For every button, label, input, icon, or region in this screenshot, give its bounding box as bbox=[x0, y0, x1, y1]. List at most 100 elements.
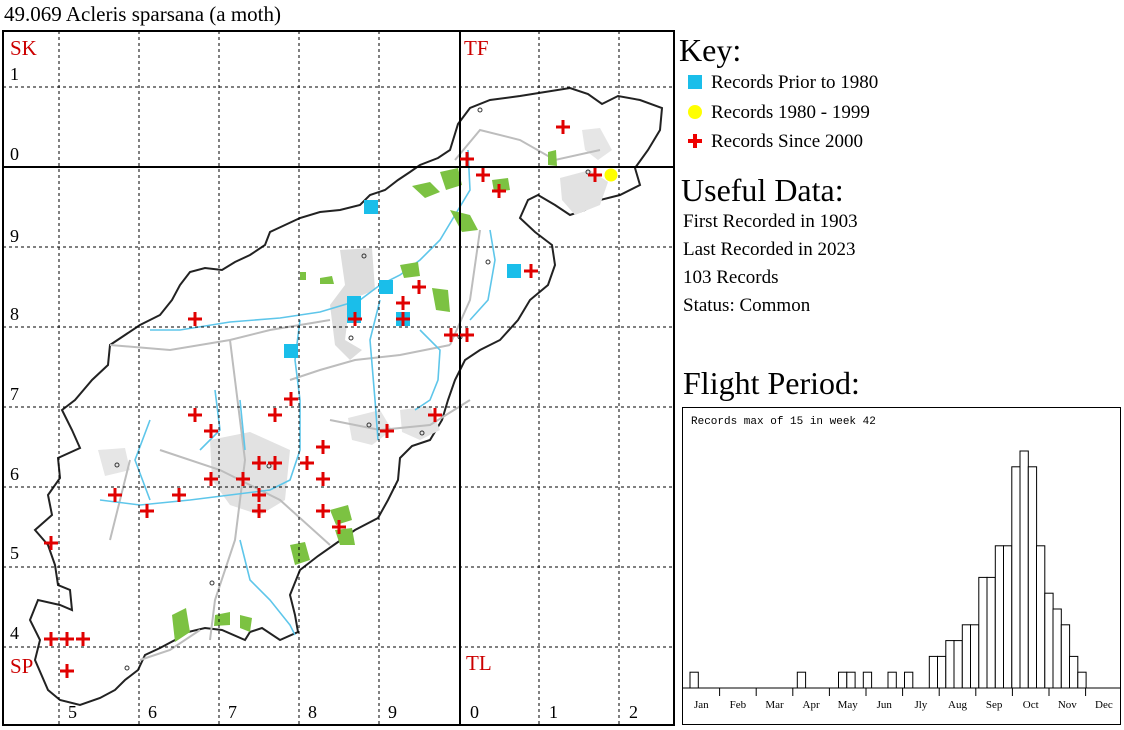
flight-bar bbox=[986, 576, 996, 689]
record-prior-1980 bbox=[284, 344, 298, 358]
flight-bar bbox=[978, 576, 988, 689]
town-marker bbox=[477, 107, 483, 113]
record-prior-1980 bbox=[347, 296, 361, 310]
last-recorded: Last Recorded in 2023 bbox=[683, 239, 856, 260]
record-since-2000 bbox=[140, 504, 154, 518]
flight-bar bbox=[1052, 608, 1062, 689]
square-label-tf: TF bbox=[464, 36, 489, 60]
record-since-2000 bbox=[204, 424, 218, 438]
flight-bar bbox=[1003, 545, 1013, 689]
record-prior-1980 bbox=[379, 280, 393, 294]
urban-area bbox=[98, 448, 130, 476]
record-since-2000 bbox=[332, 520, 346, 534]
page-title: 49.069 Acleris sparsana (a moth) bbox=[4, 2, 282, 26]
month-label: Jly bbox=[914, 699, 927, 711]
record-since-2000 bbox=[492, 184, 506, 198]
month-label: Oct bbox=[1023, 699, 1039, 711]
record-since-2000 bbox=[316, 504, 330, 518]
flight-bar bbox=[1060, 624, 1071, 689]
blue-square-icon bbox=[688, 75, 702, 89]
town-marker bbox=[209, 580, 215, 586]
flight-bar bbox=[961, 624, 972, 689]
flight-bar bbox=[953, 640, 963, 689]
red-cross-icon bbox=[688, 134, 702, 148]
status: Status: Common bbox=[683, 295, 811, 316]
key-item-1980-1999: Records 1980 - 1999 bbox=[688, 102, 870, 124]
record-since-2000 bbox=[460, 152, 474, 166]
town-marker bbox=[485, 259, 491, 265]
flight-bar bbox=[689, 671, 699, 689]
record-since-2000 bbox=[252, 456, 266, 470]
record-since-2000 bbox=[60, 664, 74, 678]
record-prior-1980 bbox=[364, 200, 378, 214]
northing-label: 9 bbox=[10, 226, 19, 246]
road bbox=[109, 128, 601, 661]
flight-bar bbox=[1069, 655, 1079, 689]
record-since-2000 bbox=[316, 472, 330, 486]
key-label: Records 1980 - 1999 bbox=[711, 102, 870, 123]
town-marker bbox=[419, 430, 425, 436]
record-since-2000 bbox=[396, 312, 410, 326]
yellow-circle-icon bbox=[688, 105, 702, 119]
easting-label: 0 bbox=[470, 702, 479, 722]
easting-label: 7 bbox=[228, 702, 237, 722]
flight-bar bbox=[838, 671, 848, 689]
record-since-2000 bbox=[44, 632, 58, 646]
square-label-tl: TL bbox=[466, 651, 492, 675]
record-since-2000 bbox=[300, 456, 314, 470]
flight-bar bbox=[928, 655, 939, 689]
first-recorded: First Recorded in 1903 bbox=[683, 211, 858, 232]
month-label: Sep bbox=[986, 699, 1003, 711]
flight-bar bbox=[887, 671, 897, 689]
county-outline bbox=[28, 86, 664, 707]
square-label-sk: SK bbox=[10, 36, 37, 60]
flight-bar bbox=[994, 545, 1005, 689]
easting-label: 1 bbox=[549, 702, 558, 722]
flight-bar bbox=[1036, 545, 1046, 689]
record-count: 103 Records bbox=[683, 267, 779, 288]
month-label: Feb bbox=[730, 699, 747, 711]
key-title: Key: bbox=[679, 32, 742, 68]
flight-bar bbox=[937, 655, 947, 689]
record-1980-1999 bbox=[604, 168, 618, 182]
record-since-2000 bbox=[556, 120, 570, 134]
easting-label: 6 bbox=[148, 702, 157, 722]
flight-bar bbox=[1019, 450, 1029, 689]
flight-bar bbox=[1077, 671, 1087, 689]
record-since-2000 bbox=[60, 632, 74, 646]
key-label: Records Since 2000 bbox=[711, 131, 863, 152]
record-since-2000 bbox=[268, 408, 282, 422]
flight-bar bbox=[1027, 466, 1038, 689]
county-shading bbox=[28, 86, 664, 707]
flight-period-chart: Records max of 15 in week 42 Jan Feb Mar Ap… bbox=[682, 407, 1121, 725]
record-since-2000 bbox=[460, 328, 474, 342]
key-label: Records Prior to 1980 bbox=[711, 72, 879, 93]
record-since-2000 bbox=[428, 408, 442, 422]
easting-label: 8 bbox=[308, 702, 317, 722]
flight-bar bbox=[862, 671, 873, 689]
square-label-sp: SP bbox=[10, 654, 33, 678]
record-since-2000 bbox=[172, 488, 186, 502]
record-since-2000 bbox=[348, 312, 362, 326]
record-since-2000 bbox=[444, 328, 458, 342]
flight-bar bbox=[1044, 592, 1054, 689]
northing-label: 4 bbox=[10, 623, 19, 643]
useful-data-title: Useful Data: bbox=[681, 172, 844, 208]
town-marker bbox=[348, 335, 354, 341]
month-label: Jan bbox=[694, 699, 709, 711]
easting-label: 5 bbox=[68, 702, 77, 722]
northing-label: 1 bbox=[10, 64, 19, 84]
record-since-2000 bbox=[588, 168, 602, 182]
town-marker bbox=[361, 253, 367, 259]
record-since-2000 bbox=[108, 488, 122, 502]
records-layer bbox=[44, 120, 618, 678]
record-since-2000 bbox=[44, 536, 58, 550]
flight-period-title: Flight Period: bbox=[683, 365, 860, 401]
month-label: Dec bbox=[1095, 699, 1113, 711]
record-since-2000 bbox=[188, 312, 202, 326]
northing-label: 0 bbox=[10, 144, 19, 164]
record-since-2000 bbox=[412, 280, 426, 294]
easting-label: 9 bbox=[388, 702, 397, 722]
